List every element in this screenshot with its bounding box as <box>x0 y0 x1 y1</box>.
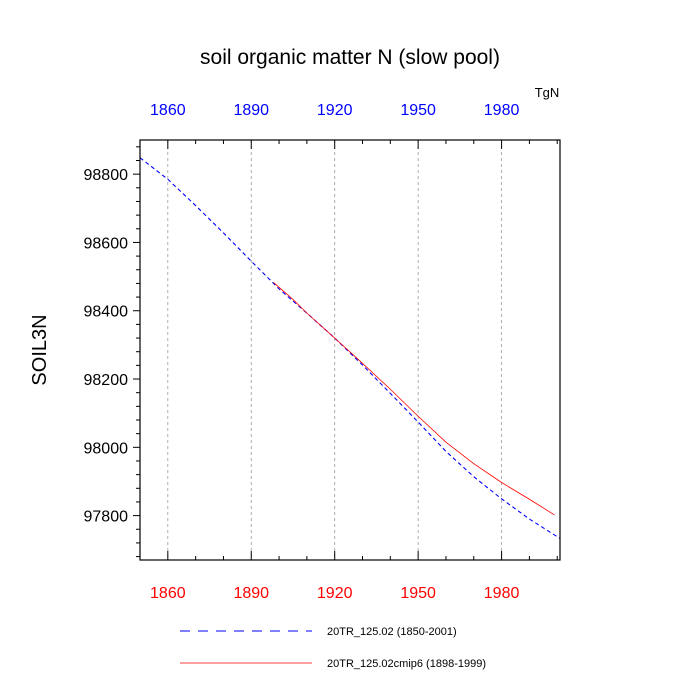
x-tick-label-top: 1890 <box>233 102 269 119</box>
series-layer <box>139 157 561 539</box>
x-tick-label-bottom: 1920 <box>317 585 353 602</box>
legend-label-series-2: 20TR_125.02cmip6 (1898-1999) <box>327 658 486 670</box>
x-tick-label-top: 1860 <box>150 102 186 119</box>
y-tick-label: 98600 <box>84 235 129 252</box>
x-tick-label-top: 1920 <box>317 102 353 119</box>
y-tick-label: 98000 <box>84 440 129 457</box>
x-tick-label-bottom: 1890 <box>233 585 269 602</box>
units-label: TgN <box>535 85 560 100</box>
plot-frame <box>139 139 561 561</box>
x-tick-label-bottom: 1950 <box>400 585 436 602</box>
y-tick-label: 97800 <box>84 509 129 526</box>
x-tick-label-bottom: 1980 <box>484 585 520 602</box>
chart-title: soil organic matter N (slow pool) <box>200 46 500 69</box>
legend: 20TR_125.02 (1850-2001) 20TR_125.02cmip6… <box>180 626 486 670</box>
y-tick-label: 98200 <box>84 372 129 389</box>
legend-label-series-1: 20TR_125.02 (1850-2001) <box>327 626 457 638</box>
x-tick-label-bottom: 1860 <box>150 585 186 602</box>
y-tick-label: 98400 <box>84 304 129 321</box>
y-axis-label: SOIL3N <box>29 314 51 385</box>
y-tick-label: 98800 <box>84 167 129 184</box>
series-line-1 <box>139 157 561 539</box>
gridlines <box>167 140 502 560</box>
series-line-2 <box>273 282 555 516</box>
tick-labels: 1860 1860 1890 1890 1920 1920 1950 1950 1980 1980… <box>84 102 520 602</box>
x-tick-label-top: 1950 <box>400 102 436 119</box>
x-tick-label-top: 1980 <box>484 102 520 119</box>
axis-ticks <box>133 140 558 560</box>
